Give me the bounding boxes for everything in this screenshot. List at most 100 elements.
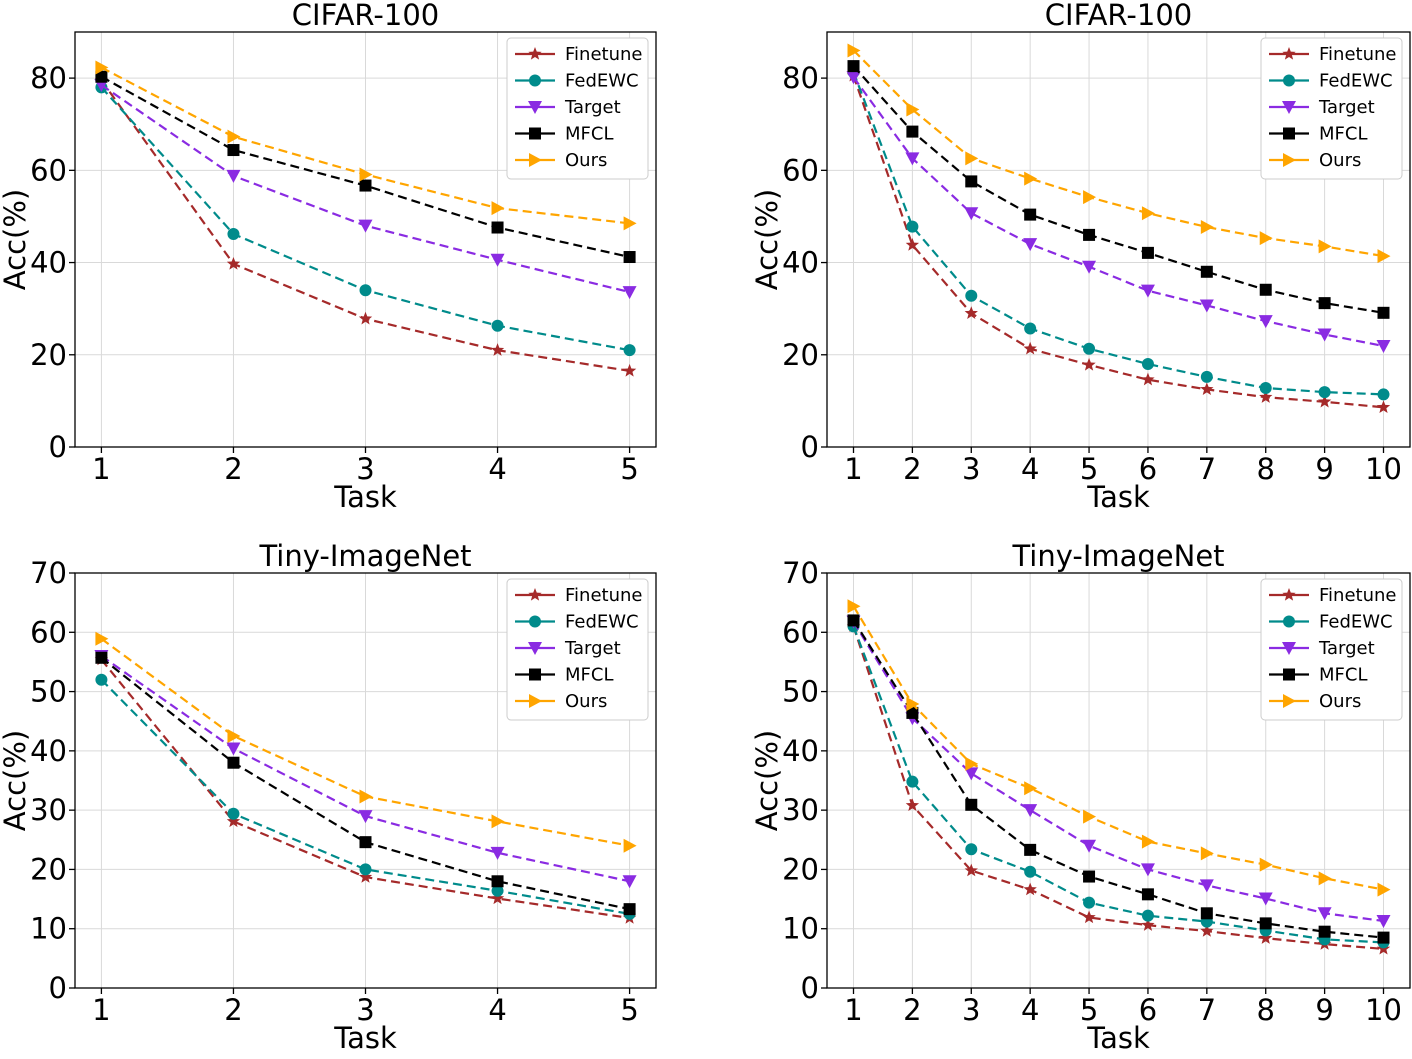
series-line bbox=[100, 678, 630, 915]
series-mfcl bbox=[847, 60, 1390, 319]
legend-label: Target bbox=[564, 97, 621, 118]
data-point bbox=[1083, 809, 1097, 824]
legend-label: MFCL bbox=[565, 124, 613, 145]
data-point bbox=[95, 70, 108, 83]
data-point bbox=[1082, 910, 1096, 924]
data-point bbox=[1376, 340, 1391, 354]
x-axis-label: Task bbox=[1086, 480, 1150, 514]
data-point bbox=[1259, 390, 1273, 403]
data-point bbox=[906, 697, 920, 712]
chart-panel-1: 1 2 3 4 5 0 20 40 60 80 CIFAR-100 Task Acc(%) Finetun… bbox=[0, 0, 657, 514]
x-tick-label: 5 bbox=[620, 993, 638, 1027]
series-line bbox=[852, 65, 1384, 314]
data-point bbox=[1318, 386, 1331, 399]
data-point bbox=[226, 256, 241, 270]
x-tick-label: 5 bbox=[620, 452, 638, 486]
legend-item: MFCL bbox=[1269, 124, 1367, 145]
legend-label: Finetune bbox=[1319, 585, 1396, 606]
series-line bbox=[852, 605, 1384, 891]
y-tick-label: 20 bbox=[30, 852, 67, 886]
data-point bbox=[359, 863, 372, 876]
legend-item: Target bbox=[1269, 638, 1375, 659]
data-point bbox=[491, 814, 505, 829]
data-point bbox=[1258, 315, 1273, 329]
series-ours bbox=[847, 599, 1391, 897]
data-point bbox=[227, 227, 240, 240]
legend-box bbox=[506, 578, 649, 721]
series-line bbox=[852, 71, 1384, 396]
x-tick-label: 2 bbox=[224, 452, 242, 486]
plot-frame bbox=[826, 31, 1411, 448]
x-tick-label: 1 bbox=[92, 452, 110, 486]
y-tick-label: 20 bbox=[782, 338, 819, 372]
y-tick-label: 70 bbox=[782, 556, 819, 590]
chart-title: Tiny-ImageNet bbox=[1011, 539, 1224, 573]
data-point bbox=[906, 102, 920, 117]
legend-item: Ours bbox=[515, 150, 607, 171]
data-point bbox=[358, 311, 373, 325]
data-point bbox=[622, 875, 637, 889]
data-point bbox=[1199, 299, 1214, 313]
data-point bbox=[491, 319, 504, 332]
legend-label: Finetune bbox=[1319, 44, 1396, 65]
x-tick-label: 4 bbox=[1021, 452, 1039, 486]
x-axis-label: Task bbox=[1086, 1021, 1150, 1055]
legend-marker bbox=[528, 101, 542, 114]
data-point bbox=[1023, 341, 1037, 355]
data-point bbox=[847, 599, 861, 614]
data-point bbox=[964, 207, 979, 221]
data-point bbox=[1377, 388, 1390, 401]
series-line bbox=[852, 49, 1384, 258]
legend-item: MFCL bbox=[515, 124, 613, 145]
data-point bbox=[1259, 931, 1273, 944]
data-point bbox=[95, 651, 108, 664]
legend-item: Ours bbox=[1269, 150, 1361, 171]
data-point bbox=[1024, 208, 1037, 221]
data-point bbox=[1023, 882, 1037, 896]
data-point bbox=[1083, 190, 1097, 205]
legend-item: MFCL bbox=[515, 665, 613, 686]
data-point bbox=[491, 884, 504, 897]
legend-item: Finetune bbox=[1269, 44, 1396, 65]
series-line bbox=[852, 626, 1384, 950]
data-point bbox=[847, 60, 860, 73]
data-point bbox=[1377, 931, 1390, 944]
legend-label: FedEWC bbox=[1319, 612, 1393, 633]
x-tick-label: 5 bbox=[1080, 452, 1098, 486]
legend-label: FedEWC bbox=[565, 612, 639, 633]
y-tick-label: 0 bbox=[801, 971, 819, 1005]
x-tick-label: 7 bbox=[1198, 452, 1216, 486]
series-ours bbox=[95, 631, 637, 853]
data-point bbox=[623, 251, 636, 264]
data-point bbox=[965, 843, 978, 856]
x-tick-label: 4 bbox=[1021, 993, 1039, 1027]
legend-label: Finetune bbox=[565, 44, 642, 65]
y-tick-label: 60 bbox=[30, 153, 67, 187]
legend-box bbox=[506, 37, 649, 180]
data-point bbox=[1083, 342, 1096, 355]
data-point bbox=[1259, 381, 1272, 394]
data-point bbox=[1317, 394, 1332, 408]
y-tick-label: 60 bbox=[782, 153, 819, 187]
data-point bbox=[623, 344, 636, 357]
series-ours bbox=[847, 43, 1391, 264]
x-tick-label: 8 bbox=[1256, 993, 1274, 1027]
data-point bbox=[1141, 206, 1155, 221]
data-point bbox=[1140, 863, 1155, 877]
data-point bbox=[227, 729, 241, 744]
series-mfcl bbox=[95, 651, 636, 916]
series-line bbox=[852, 621, 1384, 923]
legend-item: FedEWC bbox=[515, 71, 639, 92]
data-point bbox=[847, 614, 860, 627]
x-tick-label: 4 bbox=[488, 452, 506, 486]
x-tick-label: 9 bbox=[1315, 993, 1333, 1027]
data-point bbox=[906, 125, 919, 138]
legend-label: Target bbox=[564, 638, 621, 659]
x-tick-label: 4 bbox=[488, 993, 506, 1027]
data-point bbox=[1318, 297, 1331, 310]
legend-label: Target bbox=[1318, 638, 1375, 659]
data-point bbox=[359, 179, 372, 192]
legend-label: MFCL bbox=[565, 665, 613, 686]
x-tick-label: 1 bbox=[844, 452, 862, 486]
